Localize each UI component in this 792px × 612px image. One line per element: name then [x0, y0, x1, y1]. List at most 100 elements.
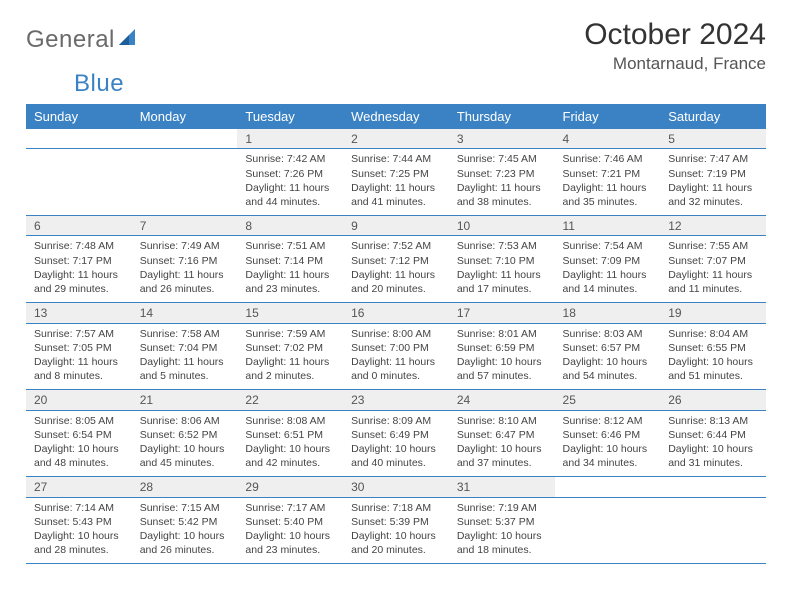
day-number-cell: 27: [26, 477, 132, 497]
day-number: 31: [449, 477, 555, 496]
calendar-page: General October 2024 Montarnaud, France …: [0, 0, 792, 564]
day-number: 6: [26, 216, 132, 235]
day-number: 30: [343, 477, 449, 496]
day-details: Sunrise: 7:46 AMSunset: 7:21 PMDaylight:…: [555, 149, 661, 215]
day-detail-line: Sunrise: 8:12 AM: [563, 414, 653, 428]
day-details: Sunrise: 7:45 AMSunset: 7:23 PMDaylight:…: [449, 149, 555, 215]
day-detail-line: and 29 minutes.: [34, 282, 124, 296]
day-detail-line: Sunset: 7:14 PM: [245, 254, 335, 268]
day-cell: Sunrise: 7:18 AMSunset: 5:39 PMDaylight:…: [343, 497, 449, 564]
day-detail-line: Daylight: 10 hours: [457, 355, 547, 369]
day-cell: Sunrise: 8:05 AMSunset: 6:54 PMDaylight:…: [26, 410, 132, 477]
day-detail-line: and 54 minutes.: [563, 369, 653, 383]
day-detail-line: Sunset: 7:10 PM: [457, 254, 547, 268]
day-cell: Sunrise: 8:04 AMSunset: 6:55 PMDaylight:…: [660, 323, 766, 390]
day-detail-line: Sunset: 6:51 PM: [245, 428, 335, 442]
day-details: Sunrise: 7:54 AMSunset: 7:09 PMDaylight:…: [555, 236, 661, 302]
calendar-table: Sunday Monday Tuesday Wednesday Thursday…: [26, 104, 766, 564]
brand-sail-icon: [117, 27, 139, 54]
day-details: Sunrise: 7:49 AMSunset: 7:16 PMDaylight:…: [132, 236, 238, 302]
day-details: [660, 498, 766, 556]
day-detail-line: Daylight: 11 hours: [668, 268, 758, 282]
day-detail-line: and 2 minutes.: [245, 369, 335, 383]
day-detail-line: Daylight: 10 hours: [34, 529, 124, 543]
day-content-row: Sunrise: 7:57 AMSunset: 7:05 PMDaylight:…: [26, 323, 766, 390]
day-detail-line: and 38 minutes.: [457, 195, 547, 209]
day-detail-line: Sunset: 7:04 PM: [140, 341, 230, 355]
day-detail-line: Sunset: 6:47 PM: [457, 428, 547, 442]
day-detail-line: Sunset: 7:16 PM: [140, 254, 230, 268]
day-detail-line: Sunset: 7:21 PM: [563, 167, 653, 181]
day-number-cell: 24: [449, 390, 555, 410]
day-cell: Sunrise: 8:00 AMSunset: 7:00 PMDaylight:…: [343, 323, 449, 390]
day-detail-line: and 8 minutes.: [34, 369, 124, 383]
day-number: 1: [237, 129, 343, 148]
day-cell: Sunrise: 7:49 AMSunset: 7:16 PMDaylight:…: [132, 236, 238, 303]
day-cell: Sunrise: 7:59 AMSunset: 7:02 PMDaylight:…: [237, 323, 343, 390]
day-detail-line: Daylight: 10 hours: [668, 355, 758, 369]
day-detail-line: and 37 minutes.: [457, 456, 547, 470]
day-detail-line: and 35 minutes.: [563, 195, 653, 209]
day-number-cell: 2: [343, 129, 449, 149]
day-detail-line: Sunrise: 8:00 AM: [351, 327, 441, 341]
day-details: Sunrise: 7:51 AMSunset: 7:14 PMDaylight:…: [237, 236, 343, 302]
day-cell: Sunrise: 8:09 AMSunset: 6:49 PMDaylight:…: [343, 410, 449, 477]
weekday-header: Tuesday: [237, 104, 343, 129]
day-detail-line: Daylight: 10 hours: [457, 529, 547, 543]
day-number: 27: [26, 477, 132, 496]
day-number-cell: 16: [343, 303, 449, 323]
day-detail-line: Sunset: 6:59 PM: [457, 341, 547, 355]
day-cell: Sunrise: 7:19 AMSunset: 5:37 PMDaylight:…: [449, 497, 555, 564]
day-detail-line: Daylight: 11 hours: [351, 181, 441, 195]
day-detail-line: Sunset: 6:54 PM: [34, 428, 124, 442]
day-number-cell: 13: [26, 303, 132, 323]
day-details: Sunrise: 8:08 AMSunset: 6:51 PMDaylight:…: [237, 411, 343, 477]
day-detail-line: and 57 minutes.: [457, 369, 547, 383]
day-cell: Sunrise: 8:10 AMSunset: 6:47 PMDaylight:…: [449, 410, 555, 477]
day-number-cell: 8: [237, 216, 343, 236]
day-number: 17: [449, 303, 555, 322]
day-cell: Sunrise: 7:15 AMSunset: 5:42 PMDaylight:…: [132, 497, 238, 564]
day-detail-line: Sunrise: 7:14 AM: [34, 501, 124, 515]
day-detail-line: Sunrise: 7:48 AM: [34, 239, 124, 253]
day-detail-line: Daylight: 11 hours: [34, 355, 124, 369]
day-detail-line: Sunset: 7:17 PM: [34, 254, 124, 268]
day-detail-line: and 11 minutes.: [668, 282, 758, 296]
day-detail-line: Daylight: 10 hours: [351, 529, 441, 543]
day-detail-line: and 44 minutes.: [245, 195, 335, 209]
day-number-cell: 10: [449, 216, 555, 236]
day-details: Sunrise: 7:19 AMSunset: 5:37 PMDaylight:…: [449, 498, 555, 564]
day-number: [132, 129, 238, 148]
day-detail-line: Daylight: 11 hours: [563, 268, 653, 282]
day-cell: Sunrise: 7:45 AMSunset: 7:23 PMDaylight:…: [449, 149, 555, 216]
day-number: 28: [132, 477, 238, 496]
day-detail-line: Sunrise: 7:46 AM: [563, 152, 653, 166]
day-cell: Sunrise: 7:54 AMSunset: 7:09 PMDaylight:…: [555, 236, 661, 303]
day-detail-line: Sunset: 7:00 PM: [351, 341, 441, 355]
day-number: 20: [26, 390, 132, 409]
day-detail-line: Daylight: 10 hours: [457, 442, 547, 456]
day-details: Sunrise: 8:04 AMSunset: 6:55 PMDaylight:…: [660, 324, 766, 390]
day-detail-line: Sunset: 6:52 PM: [140, 428, 230, 442]
day-details: Sunrise: 8:10 AMSunset: 6:47 PMDaylight:…: [449, 411, 555, 477]
day-cell: Sunrise: 7:48 AMSunset: 7:17 PMDaylight:…: [26, 236, 132, 303]
day-number: [555, 477, 661, 496]
day-detail-line: Sunset: 7:23 PM: [457, 167, 547, 181]
weekday-header: Monday: [132, 104, 238, 129]
day-detail-line: Daylight: 11 hours: [140, 355, 230, 369]
day-detail-line: Daylight: 11 hours: [668, 181, 758, 195]
day-detail-line: Daylight: 10 hours: [140, 442, 230, 456]
weekday-header: Sunday: [26, 104, 132, 129]
day-detail-line: Daylight: 11 hours: [245, 268, 335, 282]
day-detail-line: Daylight: 10 hours: [668, 442, 758, 456]
day-details: Sunrise: 8:05 AMSunset: 6:54 PMDaylight:…: [26, 411, 132, 477]
day-detail-line: and 23 minutes.: [245, 543, 335, 557]
day-number: 26: [660, 390, 766, 409]
day-number-cell: 14: [132, 303, 238, 323]
day-number-cell: [555, 477, 661, 497]
day-detail-line: and 20 minutes.: [351, 543, 441, 557]
day-number-cell: 9: [343, 216, 449, 236]
day-number-row: 2728293031: [26, 477, 766, 497]
day-cell: Sunrise: 7:55 AMSunset: 7:07 PMDaylight:…: [660, 236, 766, 303]
weekday-header-row: Sunday Monday Tuesday Wednesday Thursday…: [26, 104, 766, 129]
